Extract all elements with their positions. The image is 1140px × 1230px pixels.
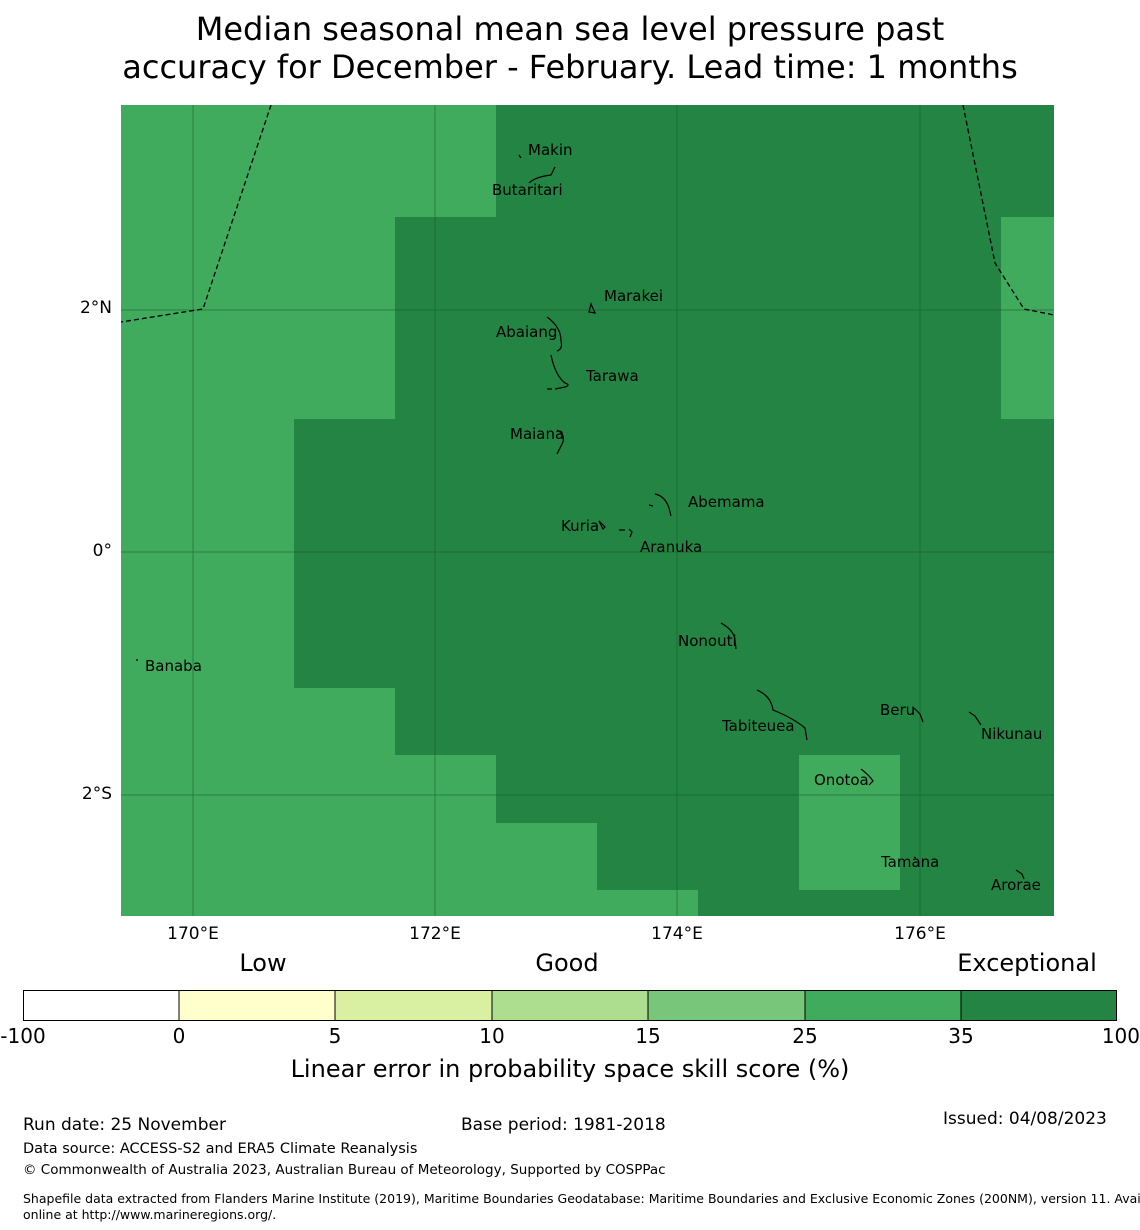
lon-label-170e: 170°E <box>167 924 219 944</box>
place-label-maiana: Maiana <box>510 425 564 443</box>
island-butaritari-outline <box>528 166 556 184</box>
issued-date: Issued: 04/08/2023 <box>943 1109 1107 1129</box>
data-source: Data source: ACCESS-S2 and ERA5 Climate … <box>23 1141 418 1157</box>
eez-boundaries <box>121 105 1054 323</box>
colorbar-bin-35-100 <box>961 990 1117 1021</box>
place-label-onotoa: Onotoa <box>814 771 869 789</box>
colorbar-bin-15-25 <box>648 990 805 1021</box>
map-panel[interactable]: Makin Butaritari Marakei Abaiang Tarawa … <box>121 105 1054 916</box>
tick-label-10: 10 <box>479 1024 505 1048</box>
tick-label-15: 15 <box>635 1024 661 1048</box>
colorbar-border <box>23 990 1117 1021</box>
place-label-beru: Beru <box>880 701 915 719</box>
place-label-marakei: Marakei <box>604 287 663 305</box>
colorbar-bin-10-15 <box>492 990 648 1021</box>
tick-label-35: 35 <box>948 1024 974 1048</box>
colorbar-bin-0-5 <box>179 990 335 1021</box>
shapefile-credit-line-1: Shapefile data extracted from Flanders M… <box>23 1191 1140 1206</box>
lon-label-172e: 172°E <box>409 924 461 944</box>
island-abemama-outline <box>648 493 672 517</box>
place-label-aranuka: Aranuka <box>640 538 702 556</box>
island-onotoa-outline <box>860 768 874 786</box>
skill-region-good-patch <box>799 755 900 890</box>
colorbar-bin-neg100-0 <box>23 990 179 1021</box>
gridlines <box>121 105 1054 916</box>
island-outlines <box>136 154 1025 880</box>
category-low: Low <box>239 949 287 977</box>
island-beru-outline <box>913 707 924 723</box>
tick-label-0: 0 <box>172 1024 186 1048</box>
colorbar-dividers <box>178 990 962 1021</box>
place-label-makin: Makin <box>528 141 573 159</box>
place-label-tamana: Tamana <box>880 853 939 871</box>
colorbar-bin-25-35 <box>805 990 961 1021</box>
category-good: Good <box>535 949 599 977</box>
colorbar <box>23 990 1117 1021</box>
shapefile-credit: Shapefile data extracted from Flanders M… <box>23 1191 1140 1223</box>
island-tabiteuea-outline <box>756 689 808 741</box>
chart-title: Median seasonal mean sea level pressure … <box>0 10 1140 86</box>
island-maiana-outline <box>556 429 564 455</box>
place-label-tarawa: Tarawa <box>585 367 639 385</box>
lon-label-176e: 176°E <box>894 924 946 944</box>
place-label-abaiang: Abaiang <box>496 323 557 341</box>
tick-label-5: 5 <box>328 1024 342 1048</box>
map-svg: Makin Butaritari Marakei Abaiang Tarawa … <box>121 105 1054 916</box>
island-tarawa-outline <box>547 354 569 390</box>
title-line-1: Median seasonal mean sea level pressure … <box>195 10 945 48</box>
lat-label-equator: 0° <box>92 541 112 561</box>
lat-label-2s: 2°S <box>81 784 112 804</box>
tick-label-100: 100 <box>1101 1024 1140 1048</box>
place-label-butaritari: Butaritari <box>492 181 563 199</box>
island-nikunau-outline <box>968 711 982 726</box>
island-makin-outline <box>518 154 522 159</box>
tick-label-neg100: -100 <box>0 1024 46 1048</box>
island-arorae-outline <box>1015 869 1025 880</box>
skill-region-exceptional <box>294 105 1054 916</box>
island-aranuka-outline <box>619 528 633 538</box>
place-label-tabiteuea: Tabiteuea <box>721 717 795 735</box>
colorbar-title: Linear error in probability space skill … <box>290 1055 850 1083</box>
title-line-2: accuracy for December - February. Lead t… <box>122 48 1018 86</box>
island-marakei-outline <box>588 302 597 314</box>
island-tamana-outline <box>913 856 917 859</box>
place-label-nonouti: Nonouti <box>678 632 737 650</box>
island-kuria-outline <box>598 520 606 531</box>
place-label-nikunau: Nikunau <box>981 725 1042 743</box>
colorbar-bin-5-10 <box>335 990 492 1021</box>
place-labels: Makin Butaritari Marakei Abaiang Tarawa … <box>145 141 1042 894</box>
island-nonouti-outline <box>720 622 737 650</box>
place-label-kuria: Kuria <box>561 517 599 535</box>
copyright: © Commonwealth of Australia 2023, Austra… <box>23 1162 666 1178</box>
eez-boundary-east <box>962 105 1054 316</box>
island-abaiang-outline <box>546 316 563 352</box>
place-label-abemama: Abemama <box>688 493 765 511</box>
base-period: Base period: 1981-2018 <box>461 1115 666 1135</box>
place-label-banaba: Banaba <box>145 657 202 675</box>
tick-label-25: 25 <box>792 1024 818 1048</box>
lat-label-2n: 2°N <box>79 298 112 318</box>
shapefile-credit-line-2: online at http://www.marineregions.org/. <box>23 1207 277 1222</box>
category-exceptional: Exceptional <box>957 949 1097 977</box>
place-label-arorae: Arorae <box>991 876 1041 894</box>
run-date: Run date: 25 November <box>23 1115 226 1135</box>
lon-label-174e: 174°E <box>651 924 703 944</box>
